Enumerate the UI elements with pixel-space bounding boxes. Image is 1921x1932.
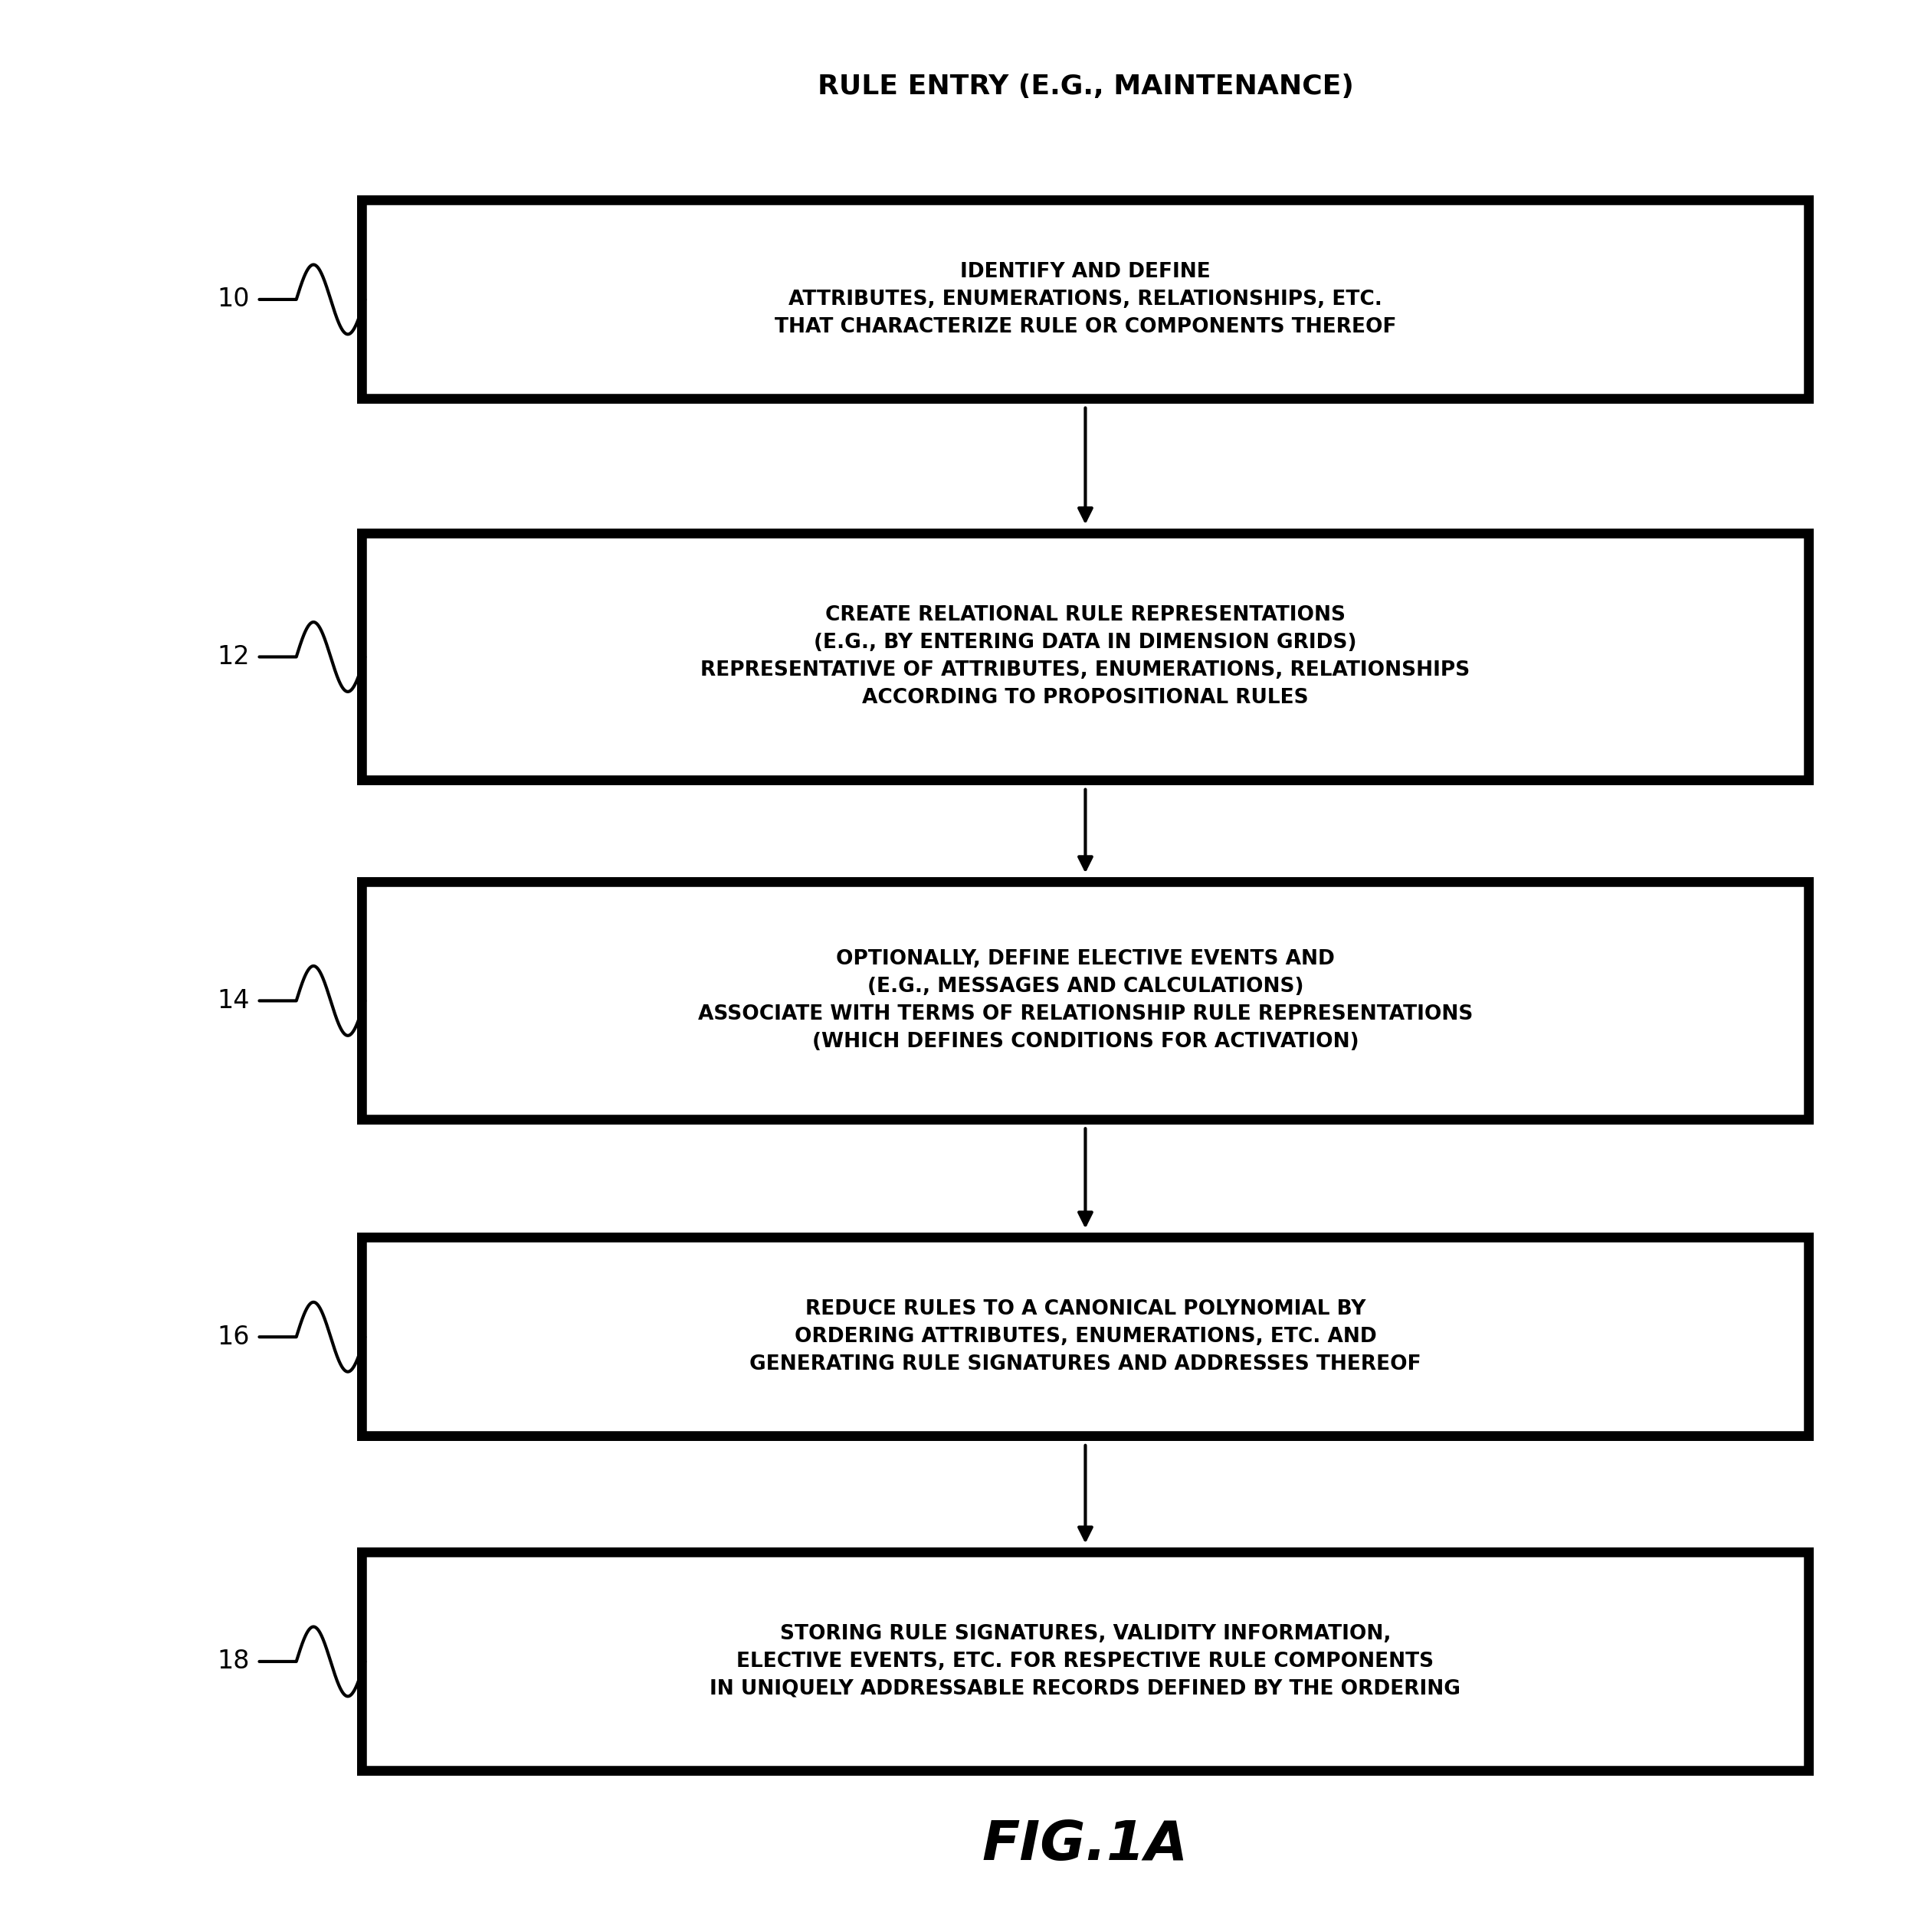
Bar [357,527,1813,784]
Text: 12: 12 [217,643,250,670]
Bar [365,1240,1806,1434]
Text: OPTIONALLY, DEFINE ELECTIVE EVENTS AND
(E.G., MESSAGES AND CALCULATIONS)
ASSOCIA: OPTIONALLY, DEFINE ELECTIVE EVENTS AND (… [697,949,1473,1053]
Text: 10: 10 [217,286,250,313]
Text: 18: 18 [217,1648,250,1675]
Text: 16: 16 [217,1323,250,1350]
Text: REDUCE RULES TO A CANONICAL POLYNOMIAL BY
ORDERING ATTRIBUTES, ENUMERATIONS, ETC: REDUCE RULES TO A CANONICAL POLYNOMIAL B… [749,1300,1422,1374]
Text: FIG.1A: FIG.1A [982,1818,1189,1872]
Bar [365,203,1806,396]
Bar [365,885,1806,1117]
Bar [357,877,1813,1124]
Bar [365,1555,1806,1768]
Bar [357,195,1813,404]
Bar [357,1233,1813,1441]
Text: RULE ENTRY (E.G., MAINTENANCE): RULE ENTRY (E.G., MAINTENANCE) [816,73,1354,100]
Text: 14: 14 [217,987,250,1014]
Text: STORING RULE SIGNATURES, VALIDITY INFORMATION,
ELECTIVE EVENTS, ETC. FOR RESPECT: STORING RULE SIGNATURES, VALIDITY INFORM… [711,1625,1460,1698]
Bar [357,1548,1813,1776]
Text: CREATE RELATIONAL RULE REPRESENTATIONS
(E.G., BY ENTERING DATA IN DIMENSION GRID: CREATE RELATIONAL RULE REPRESENTATIONS (… [701,605,1470,709]
Text: IDENTIFY AND DEFINE
ATTRIBUTES, ENUMERATIONS, RELATIONSHIPS, ETC.
THAT CHARACTER: IDENTIFY AND DEFINE ATTRIBUTES, ENUMERAT… [774,263,1397,336]
Bar [365,535,1806,777]
